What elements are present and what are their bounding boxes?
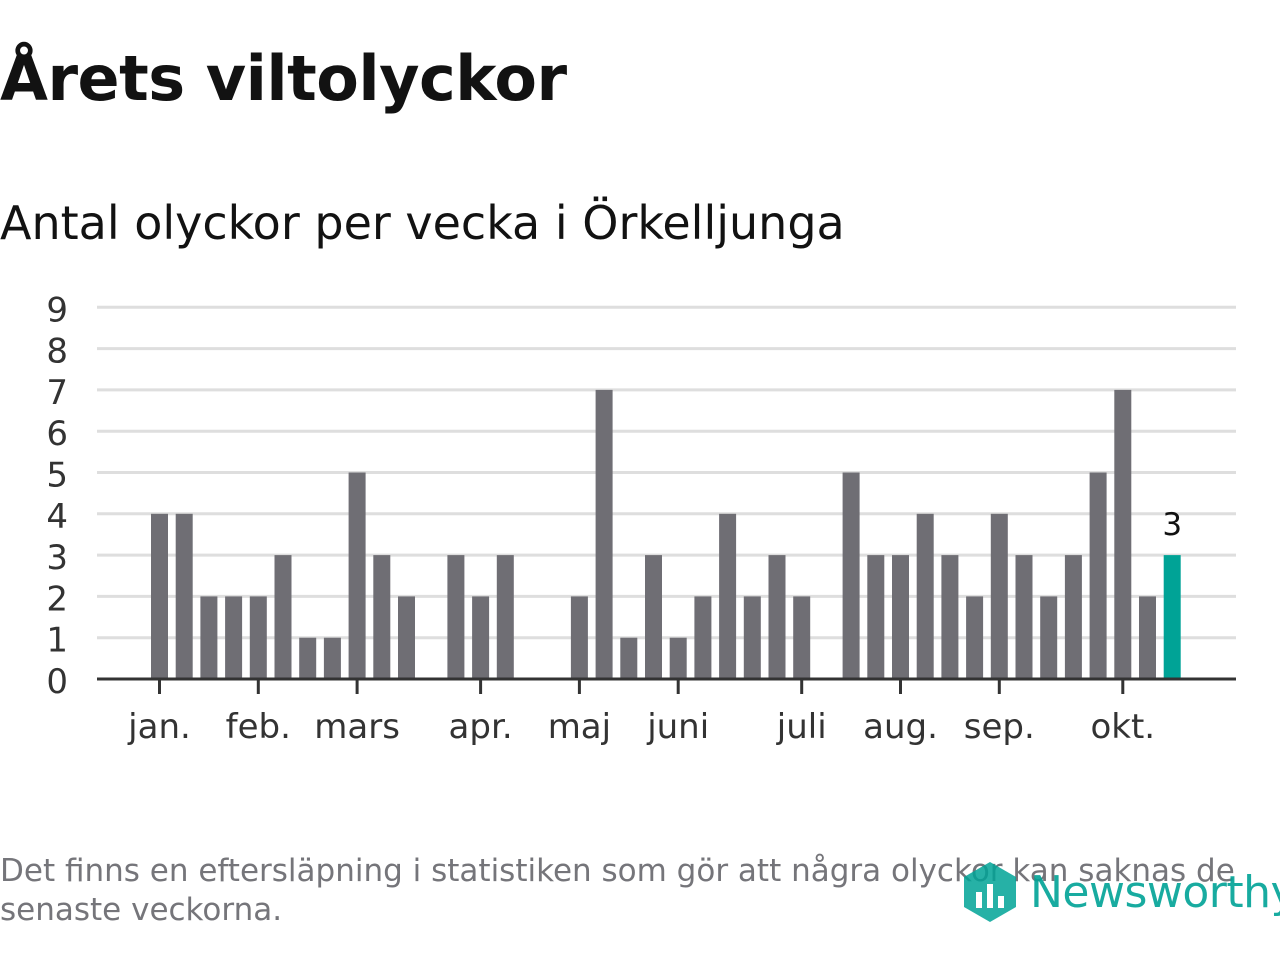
bar <box>447 555 465 679</box>
footnote: Det finns en eftersläpning i statistiken… <box>0 853 1235 928</box>
bar <box>175 513 193 679</box>
x-tick-label: okt. <box>1090 707 1155 747</box>
bar <box>225 596 243 679</box>
bar <box>151 513 168 679</box>
bar <box>990 513 1008 679</box>
brand-name: Newsworthy <box>1030 866 1280 918</box>
data-label: 3 <box>1162 507 1182 543</box>
x-tick-label: feb. <box>226 707 291 747</box>
bar <box>842 472 860 679</box>
highlighted-bar <box>1163 555 1181 679</box>
bar <box>299 637 317 679</box>
bar <box>916 513 934 679</box>
bar <box>348 472 366 679</box>
y-tick-label: 1 <box>46 621 68 661</box>
bar <box>1089 472 1107 679</box>
y-tick-label: 5 <box>46 456 68 496</box>
bar <box>941 555 959 679</box>
bar <box>669 637 687 679</box>
bar <box>620 637 638 679</box>
bar <box>645 555 662 679</box>
x-tick-label: juli <box>776 707 827 747</box>
y-tick-label: 4 <box>46 497 68 537</box>
y-tick-label: 0 <box>46 662 68 702</box>
chart-title: Årets viltolyckor <box>0 42 567 115</box>
y-tick-label: 2 <box>46 579 68 619</box>
bar <box>966 596 984 679</box>
x-tick-label: sep. <box>964 707 1035 747</box>
bar <box>274 555 292 679</box>
y-tick-label: 8 <box>46 332 68 372</box>
bar <box>1139 596 1156 679</box>
bar <box>743 596 761 679</box>
x-tick-label: jan. <box>127 707 191 747</box>
bar <box>1114 389 1132 679</box>
y-tick-label: 6 <box>46 414 68 454</box>
bar <box>793 596 811 679</box>
bar <box>398 596 415 679</box>
x-tick-label: apr. <box>449 707 513 747</box>
bar <box>249 596 267 679</box>
bar <box>472 596 490 679</box>
y-tick-label: 3 <box>46 538 68 578</box>
bar <box>1015 555 1033 679</box>
bar <box>570 596 588 679</box>
bar <box>768 555 786 679</box>
x-tick-label: juni <box>646 707 709 747</box>
bar <box>323 637 341 679</box>
x-tick-label: mars <box>314 707 400 747</box>
chart-subtitle: Antal olyckor per vecka i Örkelljunga <box>0 196 845 250</box>
bar <box>496 555 514 679</box>
bar <box>373 555 391 679</box>
y-tick-label: 7 <box>46 373 68 413</box>
bar <box>892 555 909 679</box>
bar <box>200 596 218 679</box>
bar <box>867 555 885 679</box>
bar <box>694 596 712 679</box>
bar <box>595 389 613 679</box>
brand-logo: Newsworthy <box>962 860 1280 924</box>
bar <box>1040 596 1058 679</box>
bar <box>719 513 737 679</box>
x-tick-label: aug. <box>863 707 938 747</box>
bar <box>1064 555 1082 679</box>
x-tick-label: maj <box>548 707 611 747</box>
newsworthy-logo-icon <box>964 862 1016 922</box>
y-tick-label: 9 <box>46 290 68 330</box>
